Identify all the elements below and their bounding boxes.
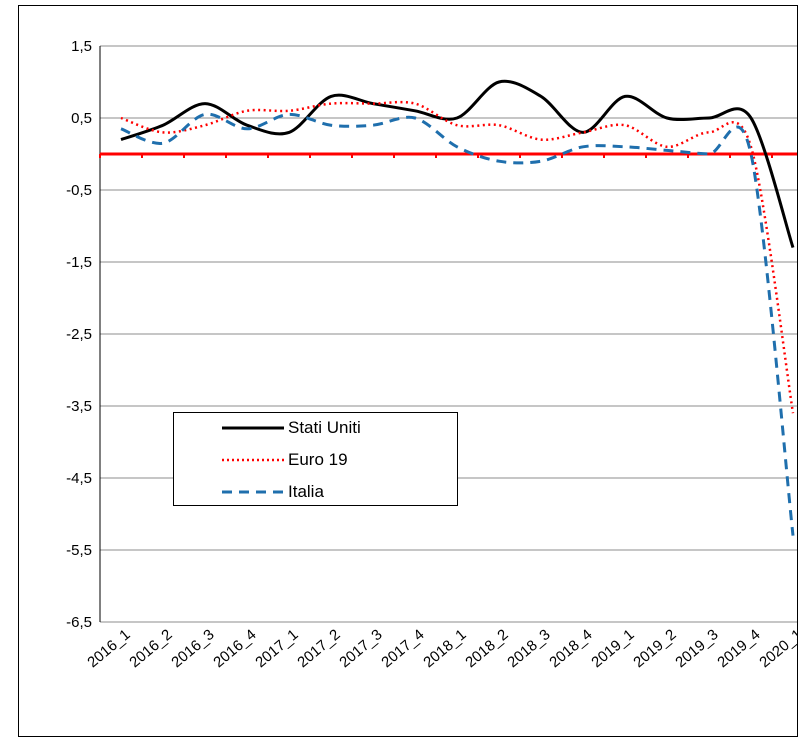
x-tick-label: 2017_1 — [252, 626, 301, 671]
x-tick-label: 2016_3 — [168, 626, 217, 671]
y-tick-label: -0,5 — [66, 182, 92, 199]
legend-label: Italia — [288, 482, 324, 501]
y-tick-label: -6,5 — [66, 614, 92, 631]
x-tick-label: 2016_2 — [126, 626, 175, 671]
legend-item-euro-19: Euro 19 — [174, 449, 457, 471]
x-tick-label: 2019_4 — [714, 626, 763, 671]
x-tick-label: 2020_1 — [756, 626, 797, 671]
legend: Stati Uniti Euro 19 Italia — [173, 412, 458, 506]
y-tick-label: -5,5 — [66, 542, 92, 559]
x-tick-label: 2016_1 — [84, 626, 133, 671]
y-tick-label: -2,5 — [66, 326, 92, 343]
series-line-italia — [120, 112, 795, 536]
y-tick-label: -3,5 — [66, 398, 92, 415]
chart-frame: 1,5 0,5 -0,5 -1,5 -2,5 -3,5 -4,5 -5,5 -6,5 2016_1… — [18, 5, 798, 737]
x-tick-label: 2018_1 — [420, 626, 469, 671]
y-tick-label: -1,5 — [66, 254, 92, 271]
legend-label: Euro 19 — [288, 450, 348, 469]
legend-label: Stati Uniti — [288, 418, 361, 437]
legend-swatch-euro-19 — [222, 458, 284, 462]
x-tick-label: 2019_2 — [630, 626, 679, 671]
series-line-stati-uniti — [120, 79, 795, 249]
y-tick-label: 0,5 — [71, 110, 92, 127]
legend-swatch-italia — [222, 490, 284, 494]
y-tick-label: -4,5 — [66, 470, 92, 487]
x-tick-label: 2016_4 — [210, 626, 259, 671]
x-tick-label: 2019_3 — [672, 626, 721, 671]
legend-swatch-stati-uniti — [222, 426, 284, 430]
legend-item-stati-uniti: Stati Uniti — [174, 417, 457, 439]
x-tick-label: 2019_1 — [588, 626, 637, 671]
x-tick-label: 2017_4 — [378, 626, 427, 671]
x-tick-label: 2018_4 — [546, 626, 595, 671]
series-line-euro-19 — [120, 100, 795, 414]
y-tick-label: 1,5 — [71, 38, 92, 55]
x-tick-label: 2018_3 — [504, 626, 553, 671]
x-tick-label: 2018_2 — [462, 626, 511, 671]
x-tick-label: 2017_3 — [336, 626, 385, 671]
x-tick-label: 2017_2 — [294, 626, 343, 671]
line-chart: 1,5 0,5 -0,5 -1,5 -2,5 -3,5 -4,5 -5,5 -6,52016_1… — [66, 38, 797, 671]
legend-item-italia: Italia — [174, 481, 457, 503]
